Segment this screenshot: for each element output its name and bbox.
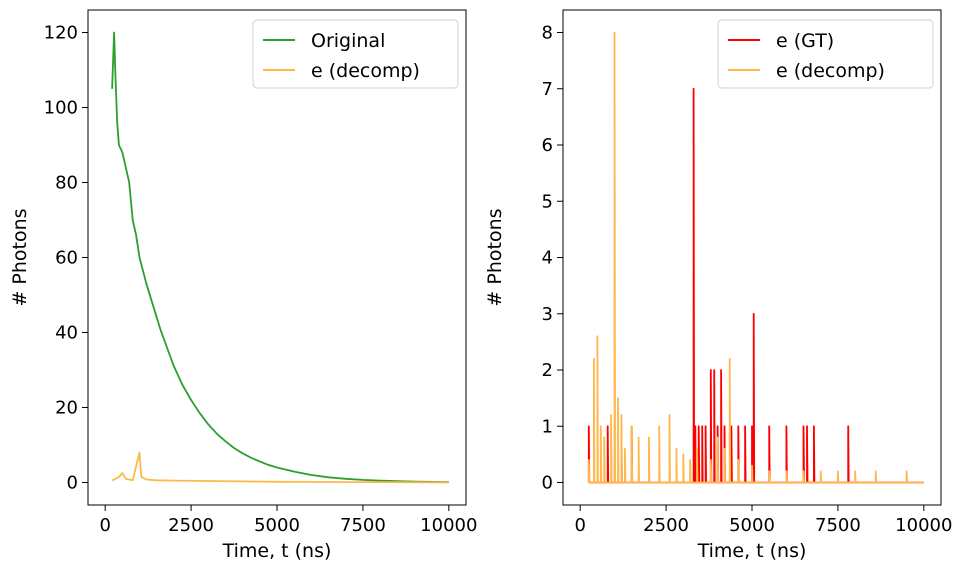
left-y-tick-label: 120 bbox=[44, 23, 78, 44]
left-chart: 0 2500 5000 7500 10000 0 20 40 60 80 100 120 Time,… bbox=[9, 9, 477, 562]
left-y-tick-label: 80 bbox=[55, 173, 78, 194]
right-series-line-0 bbox=[587, 87, 924, 484]
right-series-line-1 bbox=[587, 31, 924, 484]
right-y-ticks: 0 1 2 3 4 5 6 7 8 bbox=[542, 23, 563, 494]
left-x-tick-label: 10000 bbox=[420, 515, 477, 536]
right-x-tick-label: 10000 bbox=[895, 515, 952, 536]
right-y-tick-label: 1 bbox=[542, 416, 553, 437]
left-legend-label: e (decomp) bbox=[311, 60, 420, 82]
right-y-tick-label: 0 bbox=[542, 473, 553, 494]
right-y-tick-label: 6 bbox=[542, 135, 553, 156]
right-series-group bbox=[587, 31, 924, 484]
left-legend-box bbox=[252, 19, 459, 89]
left-legend: Original e (decomp) bbox=[252, 19, 459, 89]
right-y-tick-label: 2 bbox=[542, 360, 553, 381]
left-x-tick-label: 0 bbox=[99, 515, 110, 536]
right-y-tick-label: 3 bbox=[542, 304, 553, 325]
left-y-tick-label: 60 bbox=[55, 248, 78, 269]
left-y-tick-label: 100 bbox=[44, 98, 78, 119]
right-y-tick-label: 4 bbox=[542, 248, 553, 269]
right-x-tick-label: 5000 bbox=[729, 515, 775, 536]
left-y-tick-label: 20 bbox=[55, 398, 78, 419]
left-series-group bbox=[111, 31, 449, 484]
left-y-tick-label: 0 bbox=[67, 473, 78, 494]
right-legend-box bbox=[717, 19, 934, 89]
right-y-tick-label: 5 bbox=[542, 191, 553, 212]
left-legend-label: Original bbox=[311, 30, 385, 52]
right-x-tick-label: 0 bbox=[574, 515, 585, 536]
right-x-tick-label: 2500 bbox=[643, 515, 689, 536]
left-x-axis-label: Time, t (ns) bbox=[222, 540, 332, 562]
left-series-line-0 bbox=[111, 31, 449, 483]
right-y-tick-label: 8 bbox=[542, 23, 553, 44]
left-x-tick-label: 2500 bbox=[168, 515, 214, 536]
left-y-ticks: 0 20 40 60 80 100 120 bbox=[44, 23, 88, 494]
right-x-axis-label: Time, t (ns) bbox=[697, 540, 807, 562]
left-x-tick-label: 7500 bbox=[340, 515, 386, 536]
left-x-ticks: 0 2500 5000 7500 10000 bbox=[99, 505, 477, 536]
left-series-line-1 bbox=[111, 451, 449, 484]
right-chart: 0 2500 5000 7500 10000 0 1 2 3 4 5 6 7 8 Time, t (ns… bbox=[484, 9, 952, 562]
right-y-axis-label: # Photons bbox=[484, 208, 506, 306]
right-legend-label: e (decomp) bbox=[776, 60, 885, 82]
left-y-axis-label: # Photons bbox=[9, 208, 31, 306]
right-legend: e (GT) e (decomp) bbox=[717, 19, 934, 89]
left-y-tick-label: 40 bbox=[55, 323, 78, 344]
right-legend-label: e (GT) bbox=[776, 30, 834, 52]
right-x-ticks: 0 2500 5000 7500 10000 bbox=[574, 505, 952, 536]
right-y-tick-label: 7 bbox=[542, 79, 553, 100]
right-x-tick-label: 7500 bbox=[815, 515, 861, 536]
left-x-tick-label: 5000 bbox=[254, 515, 300, 536]
